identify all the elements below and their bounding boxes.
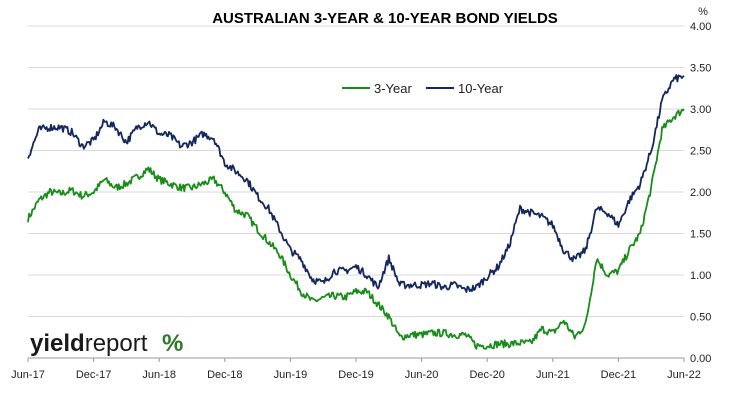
x-tick-Dec-19: Dec-19 [338, 369, 373, 381]
gridlines [28, 25, 684, 359]
y-tick-1.50: 1.50 [690, 229, 711, 241]
x-tick-Dec-18: Dec-18 [207, 369, 242, 381]
legend: 3-Year 10-Year [342, 81, 504, 96]
y-tick-0.50: 0.50 [690, 312, 711, 324]
x-tick-Jun-20: Jun-20 [405, 369, 439, 381]
y-tick-1.00: 1.00 [690, 270, 711, 282]
x-tick-Dec-20: Dec-20 [469, 369, 504, 381]
series-line-10-year [27, 74, 685, 294]
x-tick-Jun-18: Jun-18 [142, 369, 176, 381]
y-axis-ticks: 0.00 0.50 1.00 1.50 2.00 2.50 3.00 3.50 4.00 [690, 21, 711, 365]
logo-text-report: report [85, 330, 148, 357]
series-line-3-year [27, 108, 685, 350]
x-tick-Jun-21: Jun-21 [536, 369, 570, 381]
y-tick-2.00: 2.00 [690, 187, 711, 199]
y-tick-3.00: 3.00 [690, 104, 711, 116]
x-tick-Jun-22: Jun-22 [667, 369, 701, 381]
y-tick-2.50: 2.50 [690, 146, 711, 158]
y-axis-unit: % [698, 6, 708, 18]
svg-text:yieldreport: yieldreport [30, 330, 148, 357]
x-axis-ticks: Jun-17 Dec-17 Jun-18 Dec-18 Jun-19 Dec-19 Jun-… [11, 358, 701, 381]
x-tick-Jun-19: Jun-19 [274, 369, 308, 381]
y-tick-0.00: 0.00 [690, 353, 711, 365]
y-tick-3.50: 3.50 [690, 63, 711, 75]
x-tick-Dec-17: Dec-17 [76, 369, 111, 381]
legend-label-10-year: 10-Year [458, 81, 504, 96]
series-lines [27, 74, 685, 350]
legend-label-3-year: 3-Year [374, 81, 412, 96]
x-tick-Dec-21: Dec-21 [601, 369, 636, 381]
chart-title: AUSTRALIAN 3-YEAR & 10-YEAR BOND YIELDS [212, 10, 558, 27]
yieldreport-logo: yieldreport % [30, 330, 183, 357]
y-tick-4.00: 4.00 [690, 21, 711, 33]
logo-percent-symbol: % [162, 330, 183, 357]
x-tick-Jun-17: Jun-17 [11, 369, 45, 381]
logo-text-yield: yield [30, 330, 85, 357]
